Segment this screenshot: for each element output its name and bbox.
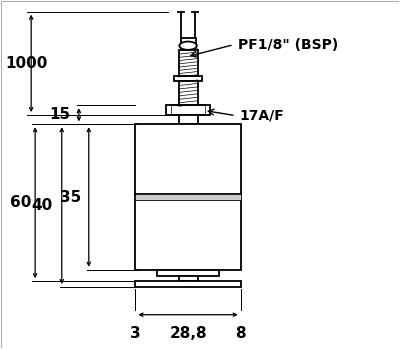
Text: 35: 35	[60, 190, 81, 205]
Bar	[136, 281, 241, 287]
Text: 40: 40	[32, 198, 53, 213]
Bar	[178, 50, 198, 76]
Text: 17A/F: 17A/F	[240, 109, 284, 122]
Bar	[157, 270, 219, 276]
Text: 8: 8	[236, 326, 246, 341]
Bar	[136, 194, 241, 200]
Bar	[174, 76, 202, 81]
Ellipse shape	[179, 42, 197, 50]
Bar	[178, 276, 198, 281]
Bar	[178, 115, 198, 124]
Bar	[180, 38, 196, 45]
Text: 60: 60	[10, 195, 32, 210]
Bar	[166, 105, 210, 115]
Text: 15: 15	[50, 107, 71, 122]
Text: PF1/8" (BSP): PF1/8" (BSP)	[238, 38, 338, 52]
Text: 1000: 1000	[5, 56, 48, 71]
Bar	[178, 81, 198, 105]
Text: 3: 3	[130, 326, 141, 341]
Text: 28,8: 28,8	[169, 326, 207, 341]
Bar	[136, 124, 241, 270]
